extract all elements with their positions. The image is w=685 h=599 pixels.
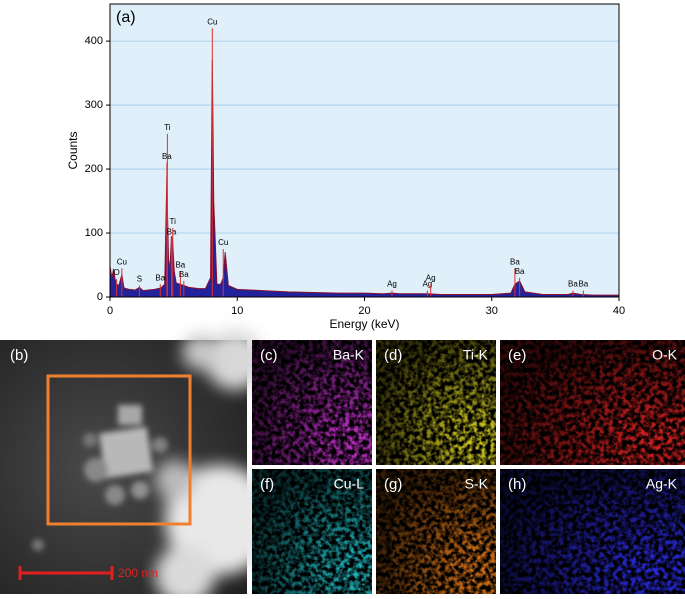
image-panel: 200 nm (b): [0, 330, 275, 599]
peak-label: Ba: [179, 270, 189, 279]
peak-label: Cu: [117, 257, 127, 266]
peak-label: Ti: [170, 217, 177, 226]
peak-label: Ag: [422, 280, 432, 289]
map-panel: (f) Cu-L: [252, 469, 372, 594]
peak-label: Ba: [155, 273, 165, 282]
peak-label: Ba: [515, 267, 525, 276]
y-tick-label: 100: [85, 227, 103, 239]
element-label: O-K: [652, 347, 678, 363]
map-panel: (g) S-K: [376, 469, 496, 594]
map-shade: [500, 340, 685, 465]
peak-label: Ag: [387, 280, 397, 289]
x-tick-label: 20: [358, 305, 370, 317]
peak-label: Ba: [510, 257, 520, 266]
x-tick-label: 30: [486, 305, 498, 317]
y-tick-label: 400: [85, 35, 103, 47]
element-label: Cu-L: [334, 476, 365, 492]
map-shade: [500, 469, 685, 594]
map-panel: (c) Ba-K: [252, 340, 372, 465]
y-tick-label: 0: [97, 291, 103, 303]
x-axis-label: Energy (keV): [329, 317, 399, 331]
element-label: S-K: [465, 476, 489, 492]
plot-background: [110, 4, 619, 297]
panel-label: (c): [260, 347, 278, 364]
map-panel: (e) O-K: [500, 340, 685, 465]
peak-label: Ag: [426, 273, 436, 282]
peak-label: S: [137, 275, 142, 284]
map-shade: [252, 469, 372, 594]
plot-frame: [109, 3, 620, 298]
y-tick-label: 200: [85, 163, 103, 175]
panel-label: (a): [116, 9, 136, 26]
map-shade: [252, 340, 372, 465]
element-label: Ag-K: [646, 476, 678, 492]
element-label: Ti-K: [463, 347, 489, 363]
x-tick-label: 10: [231, 305, 243, 317]
map-shade: [376, 469, 496, 594]
x-tick-label: 40: [613, 305, 625, 317]
panel-label: (h): [508, 476, 526, 493]
peak-label: Ba: [578, 280, 588, 289]
peak-label: Cu: [207, 17, 217, 26]
panel-label: (g): [384, 476, 402, 493]
peak-label: Ba: [568, 280, 578, 289]
element-label: Ba-K: [333, 347, 365, 363]
peak-label: Ba: [175, 261, 185, 270]
map-panel: (h) Ag-K: [500, 469, 685, 594]
x-tick-label: 0: [107, 305, 113, 317]
panel-label: (d): [384, 347, 402, 364]
scale-bar-label: 200 nm: [118, 566, 158, 580]
crystals: [32, 405, 168, 551]
panel-label: (e): [508, 347, 526, 364]
particles: [155, 330, 275, 599]
map-shade: [376, 340, 496, 465]
peak-label: Ti: [164, 123, 171, 132]
peak-label: O: [113, 268, 119, 277]
peak-label: Ba: [167, 227, 177, 236]
map-panel: (d) Ti-K: [376, 340, 496, 465]
panel-label: (f): [260, 476, 274, 493]
panel-label: (b): [10, 347, 28, 364]
region-box: [46, 374, 192, 526]
spectrum-line: [109, 60, 619, 296]
y-axis-label: Counts: [66, 131, 80, 169]
y-tick-label: 300: [85, 99, 103, 111]
peak-label: Cu: [218, 238, 228, 247]
